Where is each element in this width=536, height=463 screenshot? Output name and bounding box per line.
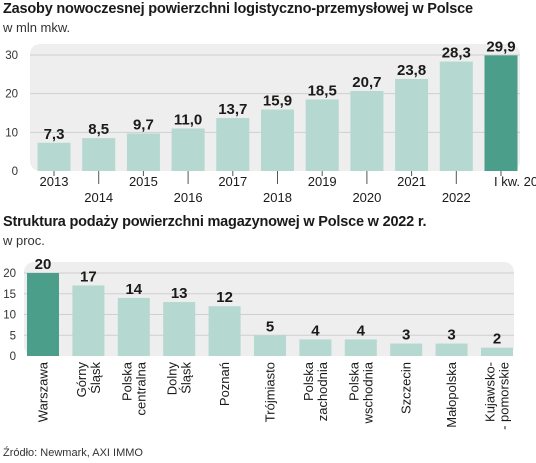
chart1-category-label: 2013 bbox=[40, 174, 69, 189]
chart2-category-label: Warszawa bbox=[36, 361, 51, 422]
chart1-bar bbox=[484, 55, 518, 171]
chart2-bar bbox=[481, 347, 513, 356]
chart2-category-label: Śląsk bbox=[179, 362, 194, 394]
chart2-bar bbox=[163, 302, 196, 356]
chart1-category-label: 2022 bbox=[442, 190, 471, 205]
chart2-bar bbox=[72, 285, 105, 356]
chart1-category-label: 2014 bbox=[84, 190, 113, 205]
chart1-bar bbox=[350, 90, 384, 171]
chart1-category-label: 2015 bbox=[129, 174, 158, 189]
chart2-category-label: Polska bbox=[119, 361, 134, 401]
chart2-category-label: Śląsk bbox=[88, 362, 103, 394]
chart2-ytick-label: 0 bbox=[10, 351, 16, 363]
chart1-ytick-label: 10 bbox=[5, 127, 18, 139]
chart2-bar bbox=[117, 297, 150, 356]
chart1-value-label: 9,7 bbox=[133, 116, 154, 133]
chart1-category-label: 2016 bbox=[174, 190, 203, 205]
chart2-category-group: Trójmiasto bbox=[263, 362, 278, 422]
chart2-bar bbox=[27, 273, 59, 356]
chart2-category-label: Polska bbox=[346, 361, 361, 401]
chart2-category-group: Małopolska bbox=[444, 361, 459, 428]
source-note: Źródło: Newmark, AXI IMMO bbox=[3, 447, 143, 459]
chart2-category-group: Polska wschodnia bbox=[346, 361, 375, 424]
chart2-category-group: Warszawa bbox=[36, 361, 51, 422]
chart1-ytick-label: 30 bbox=[5, 50, 18, 62]
chart2-ytick-label: 5 bbox=[10, 330, 16, 342]
chart2-category-group: Dolny Śląsk bbox=[165, 362, 194, 396]
chart2-category-group: Kujawsko- - pomorskie bbox=[483, 362, 512, 430]
chart2-value-label: 3 bbox=[447, 327, 455, 344]
chart2-bar bbox=[299, 339, 332, 356]
chart1-title: Zasoby nowoczesnej powierzchni logistycz… bbox=[3, 1, 473, 17]
chart1-value-label: 29,9 bbox=[486, 38, 515, 55]
chart2-ytick-label: 15 bbox=[3, 289, 16, 301]
chart2-category-label: Małopolska bbox=[444, 361, 459, 428]
chart1-value-label: 11,0 bbox=[174, 111, 202, 128]
chart1-category-label: 2018 bbox=[263, 190, 292, 205]
chart2-category-label: Poznań bbox=[217, 362, 232, 406]
chart2-ytick-label: 10 bbox=[3, 310, 16, 322]
chart1-ytick-label: 0 bbox=[12, 166, 18, 178]
chart1-value-label: 28,3 bbox=[442, 45, 471, 62]
chart1-bar bbox=[261, 109, 294, 171]
chart2-category-label: Kujawsko- bbox=[483, 362, 498, 422]
chart2-bar bbox=[344, 339, 377, 356]
chart1-category-label: 2021 bbox=[397, 174, 426, 189]
chart2-category-group: Szczecin bbox=[399, 362, 414, 414]
chart1-value-label: 15,9 bbox=[263, 93, 292, 110]
chart2-value-label: 14 bbox=[125, 281, 142, 298]
chart1-value-label: 13,7 bbox=[218, 101, 247, 118]
chart1-value-label: 23,8 bbox=[397, 62, 426, 79]
chart1-ytick-label: 20 bbox=[5, 89, 18, 101]
chart2-category-label: wschodnia bbox=[360, 361, 375, 424]
chart2-ytick-label: 20 bbox=[3, 268, 16, 280]
chart2-bar bbox=[435, 343, 468, 356]
chart2-category-label: Szczecin bbox=[399, 362, 414, 414]
chart2-category-label: Trójmiasto bbox=[263, 362, 278, 422]
chart2-category-label: zachodnia bbox=[315, 361, 330, 421]
chart1-bar bbox=[395, 78, 429, 171]
chart2-category-group: Górny Śląsk bbox=[74, 362, 103, 398]
chart2-value-label: 5 bbox=[266, 318, 274, 335]
chart1-category-label: 2020 bbox=[352, 190, 381, 205]
chart1-subtitle: w mln mkw. bbox=[3, 20, 71, 35]
chart2-title: Struktura podaży powierzchni magazynowej… bbox=[3, 214, 427, 230]
chart1-bar bbox=[216, 118, 250, 171]
chart1-value-label: 8,5 bbox=[88, 121, 109, 138]
chart1-bar bbox=[37, 142, 71, 171]
chart2-category-label: Górny bbox=[74, 362, 89, 398]
chart2-category-label: Polska bbox=[301, 361, 316, 401]
chart1-bar bbox=[171, 128, 205, 171]
chart1-value-label: 7,3 bbox=[44, 126, 65, 143]
chart2-category-group: Poznań bbox=[217, 362, 232, 406]
chart1-category-label: 2019 bbox=[308, 174, 337, 189]
chart2-category-label: Dolny bbox=[165, 362, 180, 396]
chart1-plot: 0 10 20 30 7,3 2013 8,5 2014 9,7 2015 11,0 2016 13,7… bbox=[5, 38, 536, 205]
chart2-value-label: 13 bbox=[171, 285, 188, 302]
chart2-value-label: 12 bbox=[216, 289, 233, 306]
chart2-category-group: Polska zachodnia bbox=[301, 361, 330, 421]
chart1-bar bbox=[82, 138, 116, 171]
chart2-value-label: 3 bbox=[402, 327, 410, 344]
chart2-bar bbox=[254, 335, 286, 356]
chart1-value-label: 20,7 bbox=[352, 74, 381, 91]
chart2-value-label: 17 bbox=[80, 268, 97, 285]
chart1-category-label: 2017 bbox=[218, 174, 247, 189]
chart2-value-label: 20 bbox=[35, 256, 52, 273]
chart1-value-label: 18,5 bbox=[308, 82, 337, 99]
chart2-bar bbox=[390, 343, 423, 356]
chart1-bar bbox=[305, 99, 339, 171]
chart2-value-label: 2 bbox=[493, 331, 501, 348]
chart2-category-group: Polska centralna bbox=[119, 361, 148, 415]
chart2-bar bbox=[208, 306, 241, 356]
chart2-subtitle: w proc. bbox=[3, 233, 45, 248]
chart2-value-label: 4 bbox=[311, 322, 320, 339]
chart1-bar bbox=[439, 61, 473, 171]
chart2-category-label: centralna bbox=[133, 361, 148, 415]
chart1-bar bbox=[126, 133, 160, 171]
chart2-value-label: 4 bbox=[357, 322, 366, 339]
chart2-category-label: - pomorskie bbox=[497, 362, 512, 430]
